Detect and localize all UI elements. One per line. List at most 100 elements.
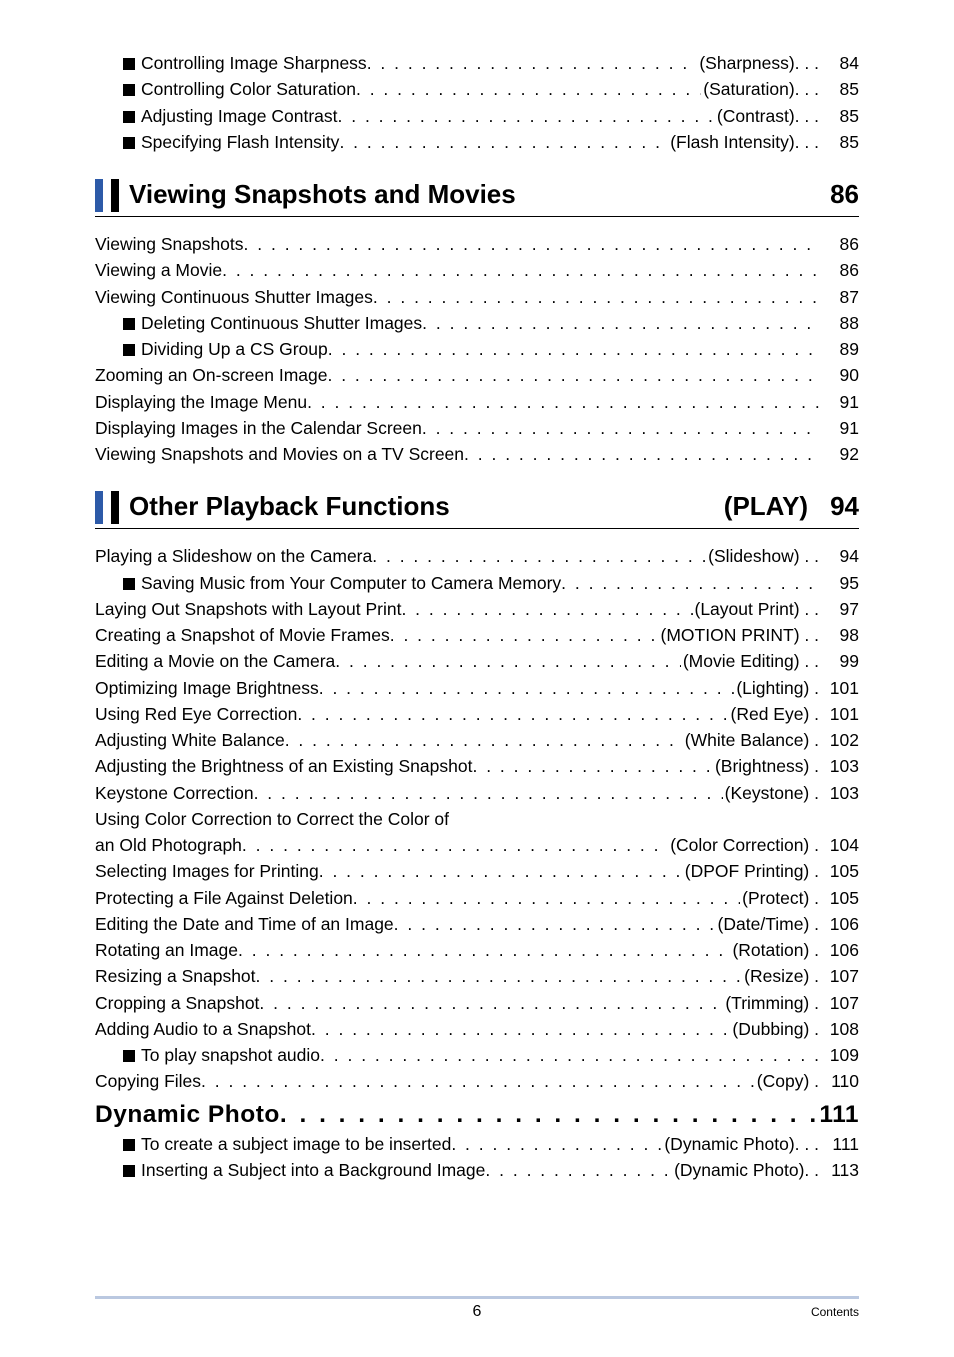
toc-page: 86	[819, 257, 859, 283]
section-title: Viewing Snapshots and Movies	[129, 179, 830, 212]
toc-suffix: (Red Eye) .	[731, 701, 820, 727]
toc-line: Viewing Continuous Shutter Images 87	[95, 284, 859, 310]
toc-label: To create a subject image to be inserted	[141, 1131, 451, 1157]
toc-page: 110	[819, 1068, 859, 1094]
dots	[320, 1042, 819, 1068]
toc-line: To create a subject image to be inserted…	[95, 1131, 859, 1157]
toc-line: Cropping a Snapshot (Trimming) . 107	[95, 990, 859, 1016]
bullet-icon	[123, 318, 135, 330]
toc-page: 109	[819, 1042, 859, 1068]
toc-page: 95	[819, 570, 859, 596]
dots	[356, 76, 701, 102]
bullet-icon	[123, 137, 135, 149]
toc-label: Zooming an On-screen Image	[95, 362, 327, 388]
toc-label: Using Color Correction to Correct the Co…	[95, 806, 449, 832]
toc-line: Laying Out Snapshots with Layout Print (…	[95, 596, 859, 622]
toc-line: Rotating an Image (Rotation) . 106	[95, 937, 859, 963]
dots	[242, 832, 668, 858]
bullet-icon	[123, 578, 135, 590]
toc-label: Adjusting White Balance	[95, 727, 285, 753]
toc-suffix: (Movie Editing) . .	[683, 648, 819, 674]
toc-page: 85	[819, 76, 859, 102]
toc-line: Using Red Eye Correction (Red Eye) . 101	[95, 701, 859, 727]
toc-suffix: (White Balance) .	[685, 727, 819, 753]
toc-line: Creating a Snapshot of Movie Frames (MOT…	[95, 622, 859, 648]
toc-suffix: (Protect) .	[742, 885, 819, 911]
toc-page: 107	[819, 963, 859, 989]
toc-suffix: (Contrast). . .	[717, 103, 819, 129]
dots	[451, 1131, 662, 1157]
toc-label: Displaying Images in the Calendar Screen	[95, 415, 422, 441]
dots	[254, 780, 723, 806]
toc-page: 85	[819, 103, 859, 129]
dots	[394, 911, 716, 937]
toc-label: Viewing Snapshots and Movies on a TV Scr…	[95, 441, 464, 467]
bullet-icon	[123, 111, 135, 123]
section-header-viewing: Viewing Snapshots and Movies 86	[95, 179, 859, 217]
toc-label: Viewing a Movie	[95, 257, 222, 283]
toc-line: Using Color Correction to Correct the Co…	[95, 806, 859, 832]
blue-bar-icon	[95, 491, 103, 524]
toc-label: Cropping a Snapshot	[95, 990, 259, 1016]
toc-suffix: (Resize) .	[744, 963, 819, 989]
toc-suffix: (Copy) .	[757, 1068, 819, 1094]
toc-label: Laying Out Snapshots with Layout Print	[95, 596, 401, 622]
footer: 6 Contents	[0, 1299, 954, 1321]
toc-label: Using Red Eye Correction	[95, 701, 297, 727]
blue-bar-icon	[95, 179, 103, 212]
bullet-icon	[123, 1139, 135, 1151]
toc-label: Protecting a File Against Deletion	[95, 885, 353, 911]
section-title: Other Playback Functions	[129, 491, 724, 524]
dots	[373, 284, 819, 310]
toc-line: Adjusting Image Contrast (Contrast). . .8…	[95, 103, 859, 129]
toc-line: Keystone Correction (Keystone) . 103	[95, 780, 859, 806]
toc-label: Deleting Continuous Shutter Images	[141, 310, 422, 336]
toc-page: 86	[819, 231, 859, 257]
toc-suffix: (Sharpness). . .	[699, 50, 819, 76]
toc-suffix: (Saturation). . .	[703, 76, 819, 102]
toc-page: 108	[819, 1016, 859, 1042]
toc-label: Optimizing Image Brightness	[95, 675, 319, 701]
toc-label: Adding Audio to a Snapshot	[95, 1016, 311, 1042]
section1-entries: Viewing Snapshots 86Viewing a Movie 86Vi…	[95, 231, 859, 467]
dots	[256, 963, 743, 989]
toc-label: Controlling Image Sharpness	[141, 50, 367, 76]
toc-page: 113	[819, 1157, 859, 1183]
dots	[485, 1157, 672, 1183]
toc-line: Adjusting the Brightness of an Existing …	[95, 753, 859, 779]
dots	[307, 389, 819, 415]
toc-page: 101	[819, 701, 859, 727]
dots	[372, 543, 706, 569]
toc-label: Controlling Color Saturation	[141, 76, 356, 102]
toc-label: Saving Music from Your Computer to Camer…	[141, 570, 561, 596]
toc-label: Selecting Images for Printing	[95, 858, 319, 884]
dots	[297, 701, 728, 727]
dots	[222, 257, 819, 283]
dots	[353, 885, 740, 911]
toc-line: Protecting a File Against Deletion (Prot…	[95, 885, 859, 911]
toc-label: Dividing Up a CS Group	[141, 336, 328, 362]
dynamic-photo-label: Dynamic Photo	[95, 1101, 280, 1129]
dots	[339, 129, 668, 155]
toc-page: 106	[819, 911, 859, 937]
toc-page: 105	[819, 885, 859, 911]
toc-line: Displaying the Image Menu 91	[95, 389, 859, 415]
page: Controlling Image Sharpness (Sharpness). …	[0, 0, 954, 1357]
bullet-icon	[123, 1165, 135, 1177]
bullet-icon	[123, 58, 135, 70]
toc-suffix: (Dynamic Photo). . .	[664, 1131, 819, 1157]
toc-suffix: (Dynamic Photo). .	[674, 1157, 819, 1183]
dots	[285, 727, 683, 753]
toc-label: Displaying the Image Menu	[95, 389, 307, 415]
toc-suffix: (Dubbing) .	[732, 1016, 819, 1042]
toc-label: Adjusting Image Contrast	[141, 103, 338, 129]
bullet-icon	[123, 344, 135, 356]
dots	[319, 675, 735, 701]
toc-page: 103	[819, 753, 859, 779]
dots	[561, 570, 819, 596]
dots	[280, 1101, 819, 1129]
toc-label: Copying Files	[95, 1068, 201, 1094]
toc-line: Specifying Flash Intensity (Flash Intens…	[95, 129, 859, 155]
toc-page: 98	[819, 622, 859, 648]
toc-page: 91	[819, 415, 859, 441]
